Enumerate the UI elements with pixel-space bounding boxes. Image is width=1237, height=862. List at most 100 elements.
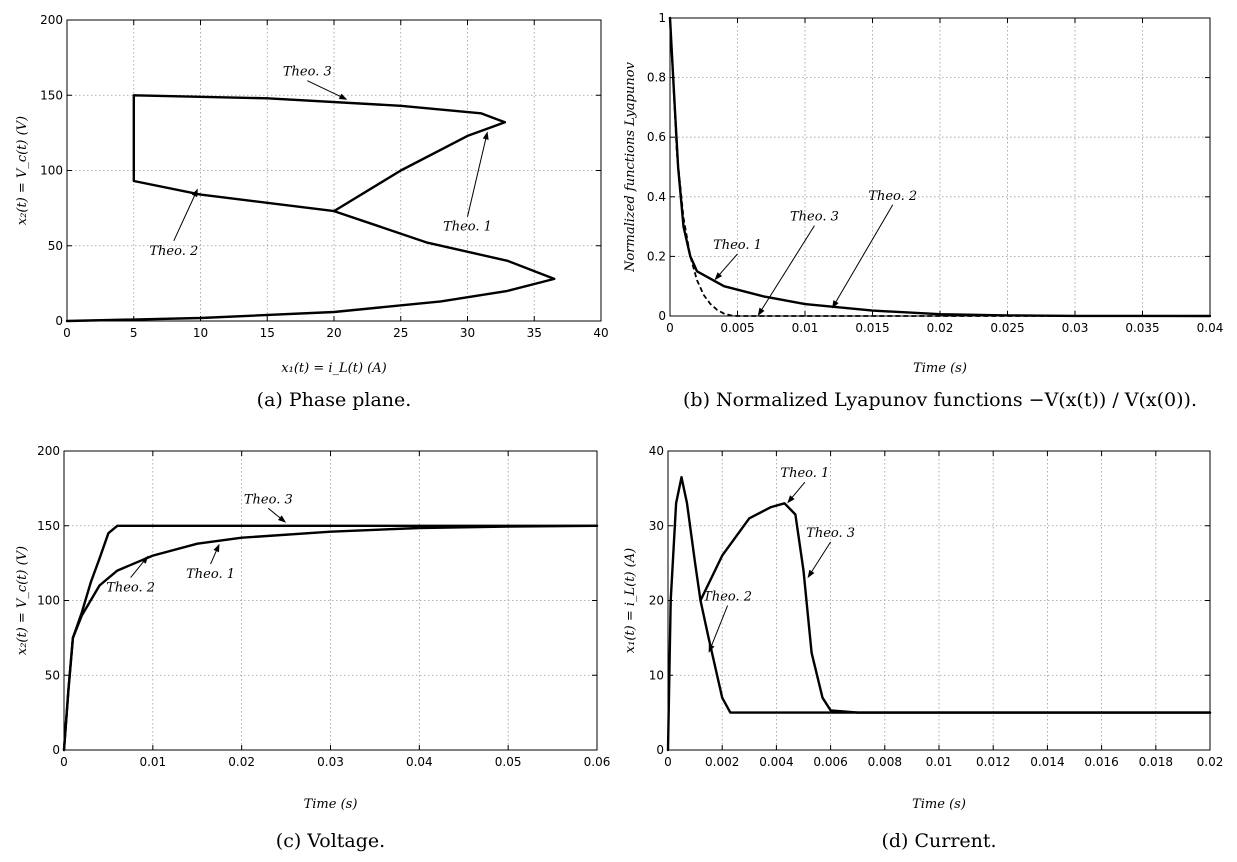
x-axis-label: x₁(t) = i_L(t) (A) [281,361,386,376]
x-tick-label: 0.02 [927,321,954,335]
annotation-arrowhead [338,93,348,100]
annotation-arrow [130,559,145,578]
annotation-label: Theo. 2 [703,590,752,605]
y-tick-label: 20 [649,594,664,608]
x-tick-label: 0.01 [926,755,953,769]
chart-a: 0 5 10 15 20 25 30 35 40 0 50 100 150 200 Theo. 3 Theo.… [15,13,609,411]
x-tick-label: 30 [460,326,475,340]
annotation-arrow [790,481,806,500]
x-tick-label: 0.02 [1197,755,1224,769]
y-tick-label: 200 [37,444,60,458]
annotation-label: Theo. 3 [283,65,332,80]
annotation-label: Theo. 3 [806,526,855,541]
x-tick-label: 0.04 [1197,321,1224,335]
series-line-1 [666,476,1212,752]
x-tick-label: 0 [666,321,674,335]
x-tick-label: 0.01 [792,321,819,335]
x-tick-label: 0.04 [406,755,433,769]
y-tick-label: 0.8 [647,71,666,85]
y-tick-label: 150 [37,519,60,533]
x-tick-label: 0.004 [759,755,793,769]
x-tick-label: 0.014 [1030,755,1064,769]
y-tick-label: 0.2 [647,249,666,263]
annotation-arrowhead [191,188,198,198]
x-tick-label: 0.005 [720,321,754,335]
x-tick-label: 0.008 [868,755,902,769]
x-tick-label: 0.01 [139,755,166,769]
x-tick-label: 0.06 [584,755,611,769]
annotation-arrow [467,137,487,217]
x-tick-label: 40 [593,326,608,340]
annotation-arrow [760,225,815,312]
annotation-arrowhead [141,555,149,564]
plot-frame [66,19,602,322]
y-tick-label: 1 [658,11,666,25]
chart-d: 0 0.002 0.004 0.006 0.008 0.01 0.012 0.014 0.016… [623,444,1223,852]
y-tick-label: 50 [48,239,63,253]
annotation-arrow [718,253,738,277]
annotation-arrowhead [757,307,765,316]
y-axis-label: Normalized functions Lyapunov [623,61,638,272]
x-tick-label: 15 [260,326,275,340]
series-line-1 [65,94,556,323]
annotation-arrow [307,80,343,98]
y-tick-label: 50 [45,668,60,682]
y-tick-label: 0.4 [647,190,666,204]
x-tick-label: 0.018 [1139,755,1173,769]
x-tick-label: 0.012 [976,755,1010,769]
x-axis-label: Time (s) [912,797,966,812]
x-tick-label: 0.006 [813,755,847,769]
annotation-arrow [710,605,729,648]
annotation-label: Theo. 2 [106,581,155,596]
annotation-arrow [834,204,894,304]
figure-caption: (d) Current. [881,830,996,852]
annotation-label: Theo. 1 [443,220,492,235]
chart-c: 0 0.01 0.02 0.03 0.04 0.05 0.06 0 50 100 150 200 The… [15,444,610,852]
x-tick-label: 0 [664,755,672,769]
annotation-arrowhead [277,515,287,523]
annotation-label: Theo. 2 [149,244,198,259]
x-axis-label: Time (s) [913,361,967,376]
annotation-arrowhead [482,131,489,140]
y-tick-label: 0 [656,743,664,757]
series-line-2 [62,524,599,752]
annotation-arrow [268,507,282,520]
x-tick-label: 0.03 [317,755,344,769]
annotation-label: Theo. 3 [790,210,839,225]
y-axis-label: x₂(t) = V_c(t) (V) [15,116,30,225]
annotation-label: Theo. 3 [244,492,293,507]
plot-frame [667,450,1211,751]
x-tick-label: 0.016 [1084,755,1118,769]
y-tick-label: 0.6 [647,130,666,144]
y-tick-label: 0 [658,309,666,323]
y-tick-label: 0 [52,743,60,757]
y-axis-label: x₂(t) = V_c(t) (V) [15,546,30,655]
x-tick-label: 0.035 [1125,321,1159,335]
y-tick-label: 30 [649,519,664,533]
annotation-arrow [810,541,832,574]
x-tick-label: 0.02 [228,755,255,769]
x-tick-label: 0.05 [495,755,522,769]
y-tick-label: 100 [40,164,63,178]
x-tick-label: 5 [130,326,138,340]
x-tick-label: 0 [60,755,68,769]
annotation-label: Theo. 1 [713,238,762,253]
x-tick-label: 0.025 [990,321,1024,335]
x-tick-label: 0.015 [855,321,889,335]
annotation-arrowhead [807,569,815,579]
series-line-2 [699,502,1212,714]
annotation-label: Theo. 2 [868,189,917,204]
annotation-arrowhead [787,495,795,504]
annotation-label: Theo. 1 [780,466,829,481]
plot-frame [63,450,598,751]
y-axis-label: x₁(t) = i_L(t) (A) [623,548,638,653]
figure-caption: (a) Phase plane. [257,389,412,411]
annotation-arrow [210,548,218,565]
annotation-label: Theo. 1 [186,567,235,582]
figure-caption: (b) Normalized Lyapunov functions −V(x(t… [683,389,1197,411]
y-tick-label: 40 [649,444,664,458]
figure-caption: (c) Voltage. [276,830,385,852]
annotation-arrowhead [708,644,715,653]
y-tick-label: 10 [649,668,664,682]
